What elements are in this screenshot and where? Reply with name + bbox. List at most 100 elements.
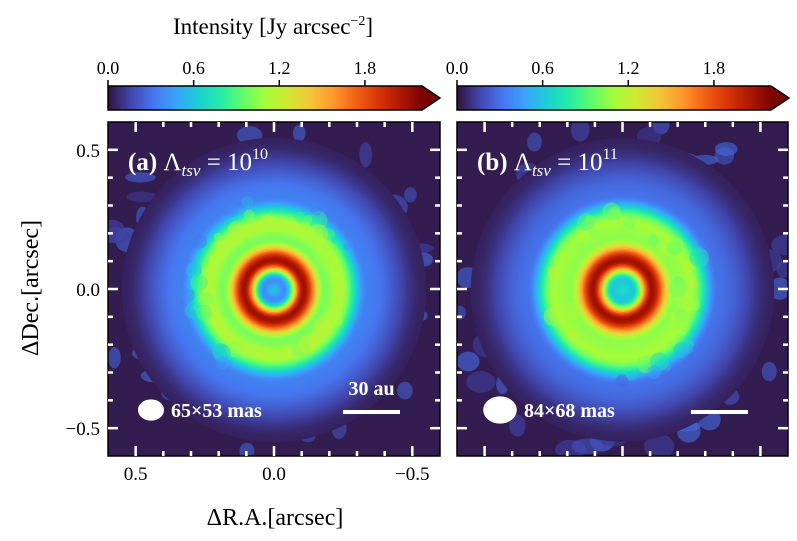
lambda-exponent: 10 bbox=[252, 146, 268, 163]
background-noise-blob bbox=[239, 442, 255, 456]
colorbar-label-exponent: −2 bbox=[350, 14, 365, 29]
ring-clump bbox=[568, 330, 578, 341]
ring-clump bbox=[682, 260, 696, 274]
lambda-symbol: Λ bbox=[514, 149, 532, 176]
colorbar-extend-arrow bbox=[422, 86, 440, 110]
ring-clump bbox=[308, 224, 329, 244]
ring-clump bbox=[312, 317, 333, 338]
panel-b: (b) Λtsv = 1011 84×68 mas bbox=[456, 121, 789, 457]
colorbar-label: Intensity [Jy arcsec bbox=[173, 14, 351, 39]
ring-clump bbox=[225, 341, 243, 358]
ring-clump bbox=[620, 223, 636, 238]
ring-clump bbox=[662, 363, 671, 372]
ring-clump bbox=[647, 365, 662, 380]
ring-clump bbox=[684, 345, 694, 355]
background-noise-blob bbox=[457, 351, 480, 372]
ring-clump bbox=[225, 204, 239, 218]
colorbars: 0.0 0.6 1.2 1.8 0.0 0.6 1.2 1.8 bbox=[97, 58, 791, 111]
background-noise-blob bbox=[126, 191, 158, 203]
y-tick-label: 0.0 bbox=[76, 280, 100, 301]
background-noise-blob bbox=[359, 142, 373, 168]
colorbar-title: Intensity [Jy arcsec−2] bbox=[173, 14, 373, 39]
ring-clump bbox=[241, 196, 254, 209]
ring-clump bbox=[294, 211, 306, 223]
ring-clump bbox=[185, 262, 202, 279]
lambda-subscript: tsv bbox=[532, 161, 551, 180]
ring-clump bbox=[687, 298, 701, 312]
ring-clump bbox=[650, 352, 669, 372]
background-noise-blob bbox=[108, 347, 121, 369]
ring-clump bbox=[669, 280, 686, 298]
background-noise-blob bbox=[108, 219, 126, 243]
ring-clump bbox=[684, 339, 695, 350]
colorbar-tick-label: 0.6 bbox=[531, 58, 554, 78]
intensity-contour bbox=[622, 289, 623, 291]
ring-clump bbox=[330, 235, 340, 244]
ring-clump bbox=[212, 343, 231, 363]
ring-clump bbox=[212, 255, 221, 264]
ring-clump bbox=[181, 288, 195, 303]
y-axis-label: ΔDec.[arcsec] bbox=[18, 220, 44, 356]
ring-clump bbox=[615, 374, 629, 388]
ring-clump bbox=[671, 317, 690, 335]
beam-label: 84×68 mas bbox=[524, 400, 615, 422]
ring-clump bbox=[623, 216, 636, 229]
colorbar-tick-label: 0.6 bbox=[182, 58, 205, 78]
x-tick-label: 0.0 bbox=[262, 464, 286, 485]
ring-clump bbox=[215, 356, 229, 370]
intensity-contour bbox=[273, 289, 275, 291]
ring-clump bbox=[673, 341, 690, 359]
ring-clump bbox=[343, 242, 352, 251]
ring-clump bbox=[280, 348, 290, 358]
ring-clump bbox=[192, 233, 208, 249]
axis-ticks bbox=[457, 122, 788, 456]
lambda-subscript: tsv bbox=[182, 161, 201, 180]
ring-clump bbox=[190, 274, 208, 292]
ring-clump bbox=[547, 265, 560, 279]
colorbar-tick-label: 0.0 bbox=[97, 58, 120, 78]
ring-clump bbox=[193, 302, 203, 312]
background-noise-blob bbox=[771, 234, 788, 256]
ring-clump bbox=[647, 234, 660, 246]
colorbar-gradient bbox=[108, 86, 422, 110]
ring-clump bbox=[626, 370, 637, 381]
panel-label: (b) bbox=[477, 149, 514, 176]
ring-clump bbox=[214, 239, 224, 249]
colorbar-frame bbox=[107, 85, 442, 111]
ring-clump bbox=[261, 214, 274, 227]
background-noise-blob bbox=[466, 371, 496, 393]
ring-clump bbox=[331, 261, 341, 272]
ring-clump bbox=[668, 278, 689, 298]
intensity-map bbox=[108, 122, 440, 456]
lambda-symbol: Λ bbox=[163, 149, 181, 176]
ring-clump bbox=[608, 206, 621, 219]
ring-clump bbox=[657, 245, 671, 258]
ring-clump bbox=[227, 221, 244, 237]
y-tick-label: −0.5 bbox=[66, 419, 100, 440]
ring-clump bbox=[322, 241, 335, 253]
ring-clump bbox=[308, 210, 328, 230]
x-tick-label: 0.5 bbox=[124, 464, 148, 485]
ring-clump bbox=[673, 284, 691, 303]
ring-clump bbox=[290, 337, 310, 357]
background-noise-blob bbox=[397, 381, 413, 400]
background-noise-blob bbox=[292, 124, 306, 142]
ring-clump bbox=[332, 315, 343, 326]
ring-clump bbox=[303, 214, 313, 224]
ring-clump bbox=[301, 222, 311, 231]
equals-ten: = 10 bbox=[551, 149, 603, 176]
ring-clump bbox=[207, 297, 218, 307]
equals-ten: = 10 bbox=[200, 149, 252, 176]
ring-clump bbox=[199, 292, 214, 307]
axis-ticks bbox=[108, 122, 440, 456]
ring-clump bbox=[675, 308, 689, 322]
panel-title: (b) Λtsv = 1011 bbox=[477, 146, 618, 180]
background-noise-blob bbox=[714, 142, 738, 156]
ring-clump bbox=[560, 301, 580, 321]
background-noise-blob bbox=[570, 122, 590, 142]
ring-clump bbox=[184, 302, 201, 319]
lambda-exponent: 11 bbox=[602, 146, 617, 163]
background-noise-blob bbox=[509, 414, 526, 437]
colorbar-extend-arrow bbox=[771, 86, 789, 110]
